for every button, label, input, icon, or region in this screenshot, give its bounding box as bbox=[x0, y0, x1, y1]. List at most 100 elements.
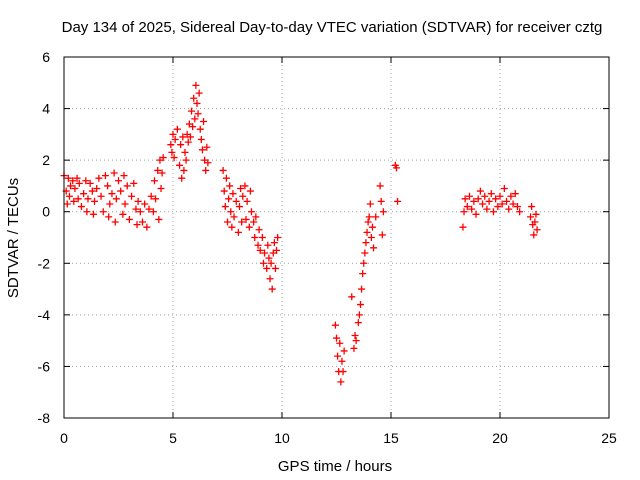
data-point bbox=[69, 177, 77, 185]
data-point bbox=[182, 156, 190, 164]
data-point bbox=[86, 179, 94, 187]
data-point bbox=[82, 177, 90, 185]
data-point bbox=[331, 321, 339, 329]
data-point bbox=[379, 208, 387, 216]
data-point bbox=[498, 200, 506, 208]
data-point bbox=[509, 200, 517, 208]
data-point bbox=[355, 311, 363, 319]
data-point bbox=[228, 223, 236, 231]
data-point bbox=[247, 208, 255, 216]
y-axis-label: SDTVAR / TECUs bbox=[5, 178, 22, 298]
data-point bbox=[358, 285, 366, 293]
data-point bbox=[177, 141, 185, 149]
data-point bbox=[340, 347, 348, 355]
x-tick-label: 25 bbox=[601, 430, 617, 446]
data-point bbox=[532, 210, 540, 218]
data-point bbox=[119, 210, 127, 218]
data-point bbox=[194, 110, 202, 118]
data-point bbox=[460, 208, 468, 216]
data-point bbox=[250, 218, 258, 226]
data-point bbox=[141, 200, 149, 208]
data-point bbox=[190, 94, 198, 102]
data-point bbox=[189, 123, 197, 131]
data-point bbox=[370, 244, 378, 252]
data-point bbox=[267, 259, 275, 267]
data-point bbox=[474, 195, 482, 203]
data-point bbox=[99, 208, 107, 216]
data-point bbox=[171, 136, 179, 144]
data-point bbox=[181, 148, 189, 156]
data-point bbox=[145, 205, 153, 213]
data-point bbox=[77, 203, 85, 211]
data-point bbox=[259, 259, 267, 267]
data-point bbox=[117, 187, 125, 195]
data-point bbox=[157, 185, 165, 193]
data-point bbox=[238, 218, 246, 226]
data-points bbox=[60, 81, 541, 386]
data-point bbox=[476, 187, 484, 195]
data-point bbox=[222, 174, 230, 182]
data-point bbox=[266, 275, 274, 283]
data-point bbox=[108, 190, 116, 198]
plot-frame bbox=[63, 56, 610, 419]
data-point bbox=[188, 107, 196, 115]
y-tick-label: 4 bbox=[42, 101, 50, 117]
data-point bbox=[235, 203, 243, 211]
data-point bbox=[394, 197, 402, 205]
data-point bbox=[333, 334, 340, 342]
data-point bbox=[500, 185, 508, 193]
data-point bbox=[359, 270, 367, 278]
data-point bbox=[158, 169, 166, 177]
data-point bbox=[479, 200, 487, 208]
data-point bbox=[465, 192, 473, 200]
data-point bbox=[372, 213, 380, 221]
data-point bbox=[334, 352, 342, 360]
data-point bbox=[365, 213, 373, 221]
x-tick-label: 15 bbox=[383, 430, 399, 446]
data-point bbox=[350, 344, 358, 352]
data-point bbox=[533, 226, 541, 234]
data-point bbox=[356, 301, 364, 309]
data-point bbox=[111, 218, 119, 226]
x-tick-label: 5 bbox=[169, 430, 177, 446]
data-point bbox=[84, 195, 92, 203]
data-point bbox=[74, 195, 82, 203]
data-point bbox=[513, 203, 521, 211]
data-point bbox=[83, 208, 91, 216]
data-point bbox=[261, 249, 269, 257]
y-tick-label: -6 bbox=[38, 358, 51, 374]
data-point bbox=[63, 200, 71, 208]
data-point bbox=[360, 259, 368, 267]
data-point bbox=[351, 331, 359, 339]
data-point bbox=[191, 115, 199, 123]
data-point bbox=[489, 208, 497, 216]
data-point bbox=[265, 254, 273, 262]
data-point bbox=[95, 174, 103, 182]
data-point bbox=[376, 182, 384, 190]
data-point bbox=[348, 293, 356, 301]
data-point bbox=[494, 203, 502, 211]
axis-ticks: 0 5 10 15 20 25 -8 -6 -4 -2 0 2 4 6 bbox=[38, 49, 617, 446]
data-point bbox=[204, 159, 212, 167]
data-point bbox=[105, 213, 113, 221]
data-point bbox=[70, 197, 78, 205]
data-point bbox=[251, 234, 259, 241]
data-point bbox=[97, 192, 105, 200]
data-point bbox=[530, 231, 538, 239]
data-point bbox=[149, 208, 157, 216]
data-point bbox=[264, 241, 272, 249]
data-point bbox=[378, 231, 386, 239]
grid-lines bbox=[64, 57, 609, 418]
data-point bbox=[459, 223, 467, 231]
data-point bbox=[367, 234, 375, 241]
data-point bbox=[242, 215, 250, 223]
data-point bbox=[200, 117, 208, 125]
data-point bbox=[184, 138, 192, 146]
data-point bbox=[470, 197, 478, 205]
y-tick-label: 6 bbox=[42, 49, 50, 65]
x-axis-label: GPS time / hours bbox=[278, 458, 392, 475]
data-point bbox=[196, 125, 204, 133]
data-point bbox=[361, 249, 369, 257]
data-point bbox=[527, 213, 535, 221]
data-point bbox=[239, 192, 247, 200]
